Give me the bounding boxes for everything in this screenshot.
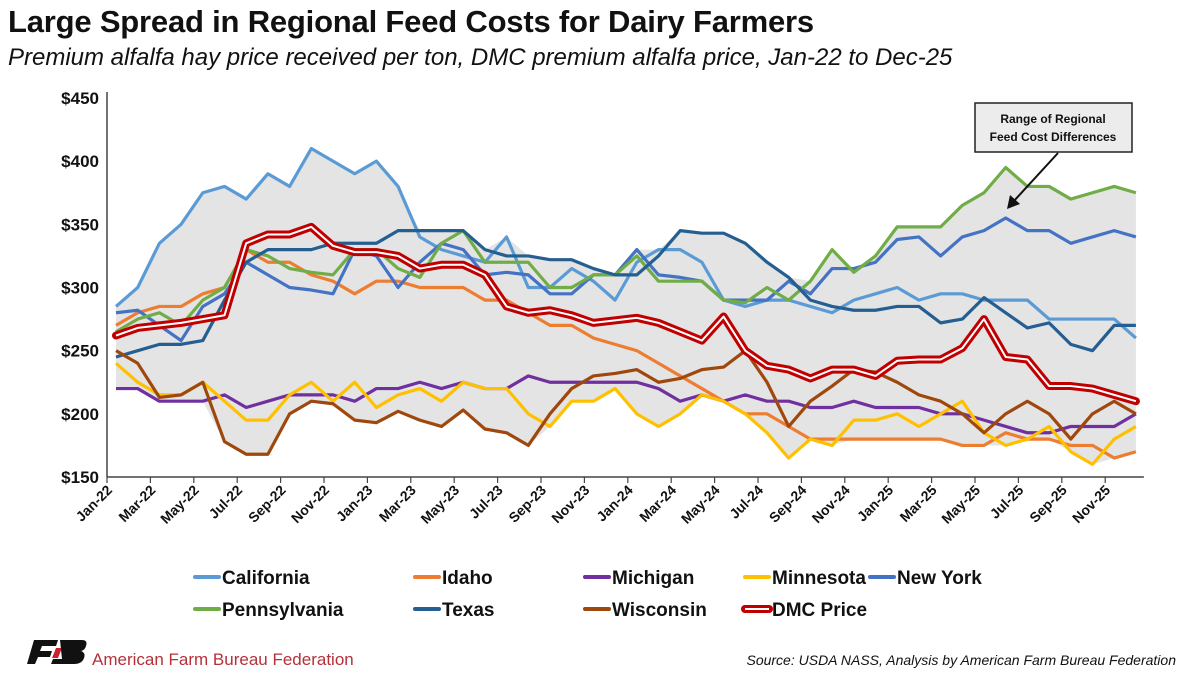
y-tick-label: $400 [61,152,99,171]
x-tick-label: May-23 [417,482,462,527]
x-tick-label: Jan-24 [593,482,636,525]
y-tick-label: $250 [61,342,99,361]
logo-text: American Farm Bureau Federation [92,650,354,669]
x-tick-label: Jan-25 [854,482,897,525]
y-tick-label: $150 [61,468,99,487]
annotation-arrow [1012,152,1059,203]
series-line-idaho [115,248,1137,460]
afbf-logo-b [51,640,87,664]
x-tick-label: May-24 [678,482,723,527]
legend-label-idaho: Idaho [442,568,493,589]
x-tick-label: Jan-23 [333,482,376,525]
x-tick-label: Nov-24 [809,482,853,526]
x-tick-label: Sep-25 [1026,482,1070,526]
x-tick-label: Mar-24 [636,482,679,525]
series-line-texas [115,229,1136,359]
x-tick-label: Nov-23 [548,482,592,526]
x-tick-label: Jul-25 [987,482,1027,522]
x-tick-label: Jul-22 [205,482,245,522]
series-line-pennsylvania [115,165,1137,334]
range-band [116,148,1136,465]
series-line-new-york [115,216,1137,343]
x-tick-label: Sep-23 [505,482,549,526]
y-tick-label: $200 [61,405,99,424]
series-line-dmc-price-inner [115,225,1137,403]
annotation-text-line2: Feed Cost Differences [990,130,1117,144]
x-tick-label: Mar-25 [896,482,939,525]
y-tick-label: $450 [61,89,99,108]
x-tick-label: Mar-23 [376,482,419,525]
legend-label-california: California [222,568,310,589]
x-tick-label: Jul-24 [726,482,766,522]
x-tick-label: Sep-22 [245,482,289,526]
series-line-california [114,146,1137,340]
afbf-logo-icon [27,640,58,664]
x-tick-label: Jan-22 [72,482,115,525]
y-tick-label: $300 [61,279,99,298]
series-line-minnesota [114,362,1137,466]
annotation-text-line1: Range of Regional [1000,112,1105,126]
legend-label-michigan: Michigan [612,568,694,589]
x-tick-label: Nov-25 [1069,482,1113,526]
annotation-arrowhead [1007,195,1020,209]
chart-subtitle: Premium alfalfa hay price received per t… [8,44,953,71]
x-tick-label: Sep-24 [766,482,810,526]
afbf-logo-accent [52,648,62,658]
legend-label-texas: Texas [442,600,494,621]
y-tick-label: $350 [61,215,99,234]
x-tick-label: May-25 [938,482,983,527]
series-line-wisconsin [115,349,1137,456]
annotation-box [974,102,1133,153]
source-note: Source: USDA NASS, Analysis by American … [746,652,1176,668]
legend-label-pennsylvania: Pennsylvania [222,600,344,621]
chart-title: Large Spread in Regional Feed Costs for … [8,4,814,39]
legend-label-minnesota: Minnesota [772,568,866,589]
x-tick-label: May-22 [157,482,202,527]
x-tick-label: Jul-23 [466,482,506,522]
legend-label-dmc-price: DMC Price [772,600,867,621]
legend-label-wisconsin: Wisconsin [612,600,707,621]
x-tick-label: Nov-22 [288,482,332,526]
x-tick-label: Mar-22 [115,482,158,525]
legend-label-new-york: New York [897,568,982,589]
